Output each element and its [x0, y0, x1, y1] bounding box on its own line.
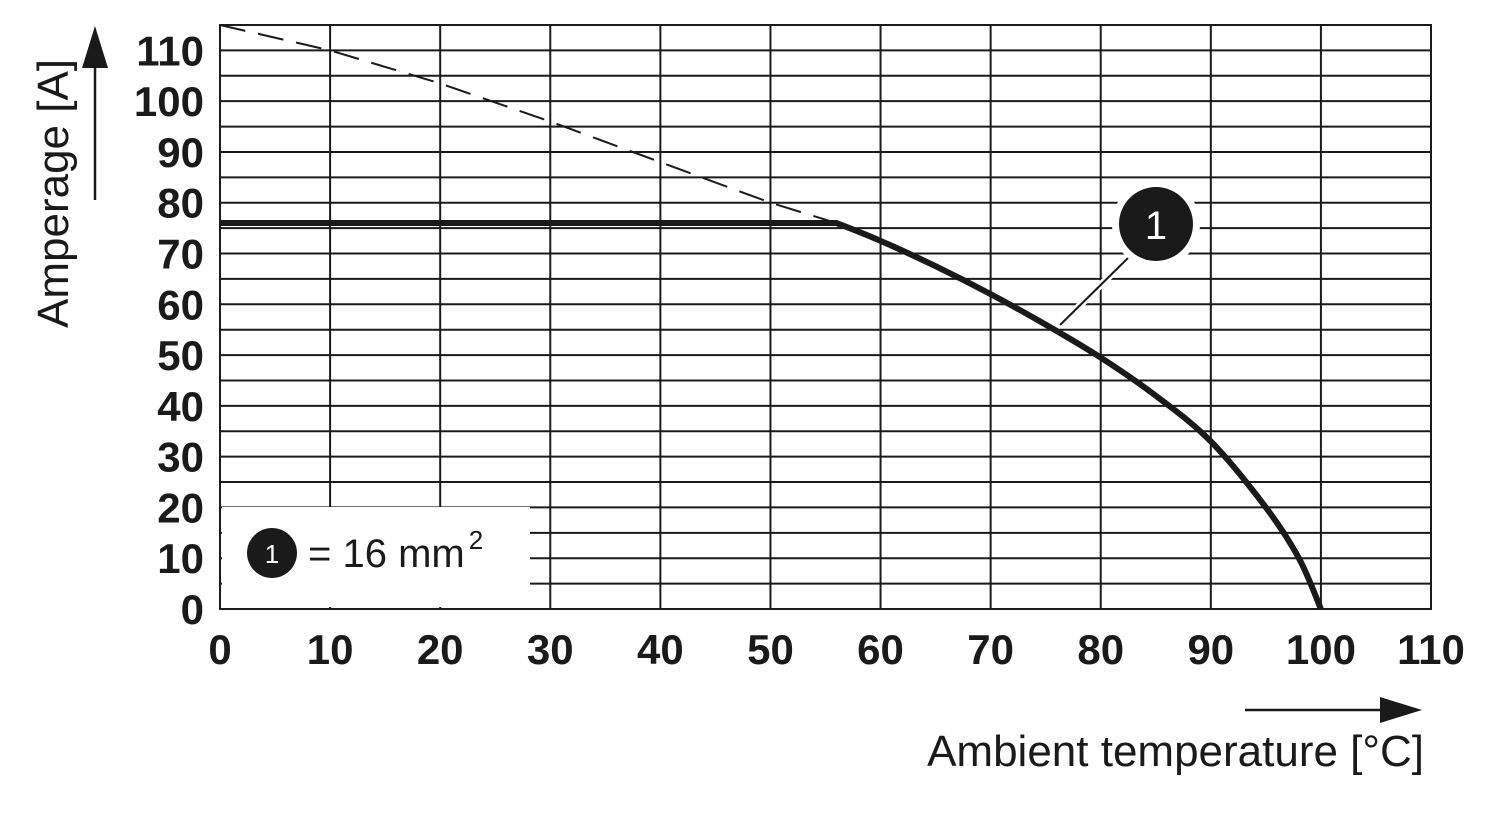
- legend: 1 = 16 mm 2: [222, 507, 530, 607]
- x-tick-label: 60: [857, 626, 904, 673]
- y-axis-title-group: Amperage [A]: [29, 26, 108, 328]
- x-tick-label: 50: [747, 626, 794, 673]
- y-tick-label: 20: [157, 484, 204, 531]
- x-axis-title-group: Ambient temperature [°C]: [927, 697, 1424, 776]
- x-tick-label: 100: [1286, 626, 1356, 673]
- x-tick-label: 40: [637, 626, 684, 673]
- legend-marker-label: 1: [265, 539, 279, 569]
- series-dashed-extension: [219, 24, 837, 225]
- legend-superscript: 2: [469, 525, 483, 555]
- y-axis-arrow-icon: [82, 26, 108, 68]
- legend-text: = 16 mm 2: [308, 525, 483, 576]
- x-tick-label: 30: [527, 626, 574, 673]
- series-line-1: [220, 220, 1324, 611]
- y-tick-label: 0: [181, 586, 204, 633]
- legend-marker-icon: [247, 528, 297, 578]
- x-tick-label: 10: [307, 626, 354, 673]
- x-tick-label: 80: [1077, 626, 1124, 673]
- series-layer: [219, 24, 1324, 611]
- y-tick-label: 30: [157, 434, 204, 481]
- curve-callout: 1: [1057, 180, 1200, 328]
- x-axis-title: Ambient temperature [°C]: [927, 727, 1424, 776]
- x-tick-label: 110: [1397, 626, 1465, 673]
- y-tick-label: 80: [157, 180, 204, 227]
- tick-labels: 0 10 20 30 40 50 60 70 80 90 100 110010203040506070…: [134, 27, 1465, 673]
- x-tick-label: 90: [1187, 626, 1234, 673]
- legend-text-main: = 16 mm: [308, 532, 465, 576]
- plot-frame: [219, 24, 1432, 610]
- x-tick-label: 20: [417, 626, 464, 673]
- y-tick-label: 50: [157, 332, 204, 379]
- x-tick-label: 70: [967, 626, 1014, 673]
- y-tick-label: 40: [157, 383, 204, 430]
- y-tick-label: 100: [134, 78, 204, 125]
- y-tick-label: 70: [157, 231, 204, 278]
- x-tick-label: 0: [208, 626, 231, 673]
- callout-leader: [1059, 257, 1129, 326]
- y-axis-title: Amperage [A]: [29, 59, 78, 328]
- y-tick-label: 60: [157, 281, 204, 328]
- y-tick-label: 10: [157, 535, 204, 582]
- callout-marker-icon: [1119, 187, 1193, 261]
- y-tick-label: 90: [157, 129, 204, 176]
- callout-marker-label: 1: [1145, 204, 1167, 248]
- y-tick-label: 110: [136, 27, 204, 74]
- x-axis-arrow-icon: [1380, 697, 1422, 723]
